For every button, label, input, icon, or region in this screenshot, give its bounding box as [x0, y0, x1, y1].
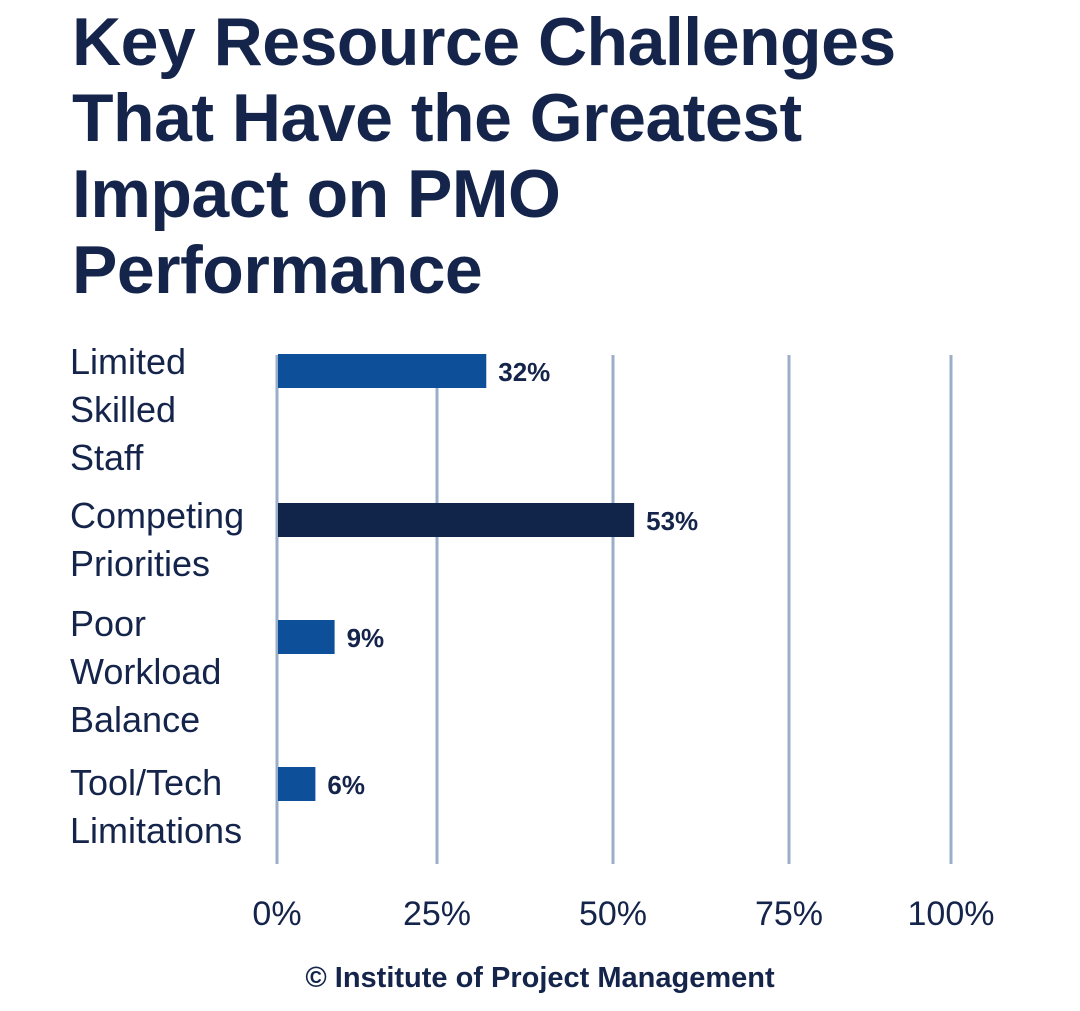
value-label: 53%: [646, 506, 698, 536]
category-labels: Limited Skilled Staff Competing Priorities Po…: [70, 341, 244, 851]
bar: [278, 354, 487, 388]
bar: [278, 767, 316, 801]
copyright-footer: © Institute of Project Management: [305, 962, 775, 994]
category-label-line: Staff: [70, 437, 144, 478]
gridlines: [275, 355, 953, 864]
category-label-line: Workload: [70, 651, 221, 692]
category-label: Competing Priorities: [70, 495, 244, 584]
category-label-line: Skilled: [70, 389, 176, 430]
category-label-line: Priorities: [70, 543, 210, 584]
category-label-line: Balance: [70, 699, 200, 740]
chart-title-line: Key Resource Challenges: [72, 4, 896, 80]
chart-title-line: That Have the Greatest: [72, 80, 802, 156]
category-label-line: Poor: [70, 603, 146, 644]
x-tick-label: 0%: [252, 895, 301, 933]
category-label-line: Competing: [70, 495, 244, 536]
category-label-line: Limited: [70, 341, 186, 382]
value-label: 32%: [498, 357, 550, 387]
chart-title-line: Impact on PMO: [72, 156, 561, 232]
x-tick-label: 75%: [755, 895, 823, 933]
chart-title: Key Resource Challenges That Have the Gr…: [72, 4, 1002, 308]
category-label: Tool/Tech Limitations: [70, 762, 242, 851]
x-tick-label: 25%: [403, 895, 471, 933]
bar: [278, 503, 635, 537]
category-label-line: Limitations: [70, 810, 242, 851]
value-label: 6%: [327, 770, 365, 800]
bar: [278, 620, 335, 654]
x-tick-label: 100%: [908, 895, 995, 933]
bars: [278, 354, 635, 801]
category-label: Poor Workload Balance: [70, 603, 221, 740]
category-label-line: Tool/Tech: [70, 762, 222, 803]
value-label: 9%: [347, 623, 385, 653]
x-tick-label: 50%: [579, 895, 647, 933]
x-axis-tick-labels: 0% 25% 50% 75% 100%: [252, 895, 994, 933]
chart-title-line: Performance: [72, 232, 483, 308]
category-label: Limited Skilled Staff: [70, 341, 186, 478]
value-labels: 32% 53% 9% 6%: [327, 357, 698, 800]
